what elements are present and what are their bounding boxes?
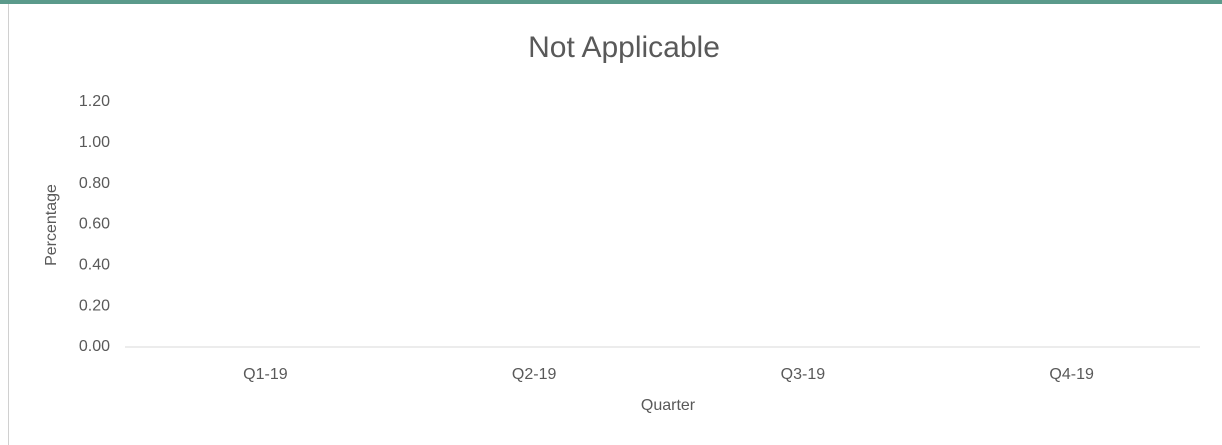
y-tick-label: 0.20 <box>79 297 110 314</box>
y-tick-label: 1.00 <box>79 134 110 151</box>
top-border <box>0 0 1222 4</box>
y-axis-label: Percentage <box>43 184 60 266</box>
y-tick-label: 1.20 <box>79 93 110 110</box>
y-tick-label: 0.40 <box>79 257 110 274</box>
x-tick-label: Q1-19 <box>243 366 288 383</box>
x-axis-label: Quarter <box>641 397 696 414</box>
x-tick-label: Q2-19 <box>512 366 557 383</box>
y-tick-label: 0.00 <box>79 338 110 355</box>
x-tick-label: Q4-19 <box>1049 366 1094 383</box>
x-tick-label: Q3-19 <box>781 366 826 383</box>
chart-title: Not Applicable <box>528 31 720 64</box>
y-tick-label: 0.80 <box>79 175 110 192</box>
y-tick-label: 0.60 <box>79 216 110 233</box>
